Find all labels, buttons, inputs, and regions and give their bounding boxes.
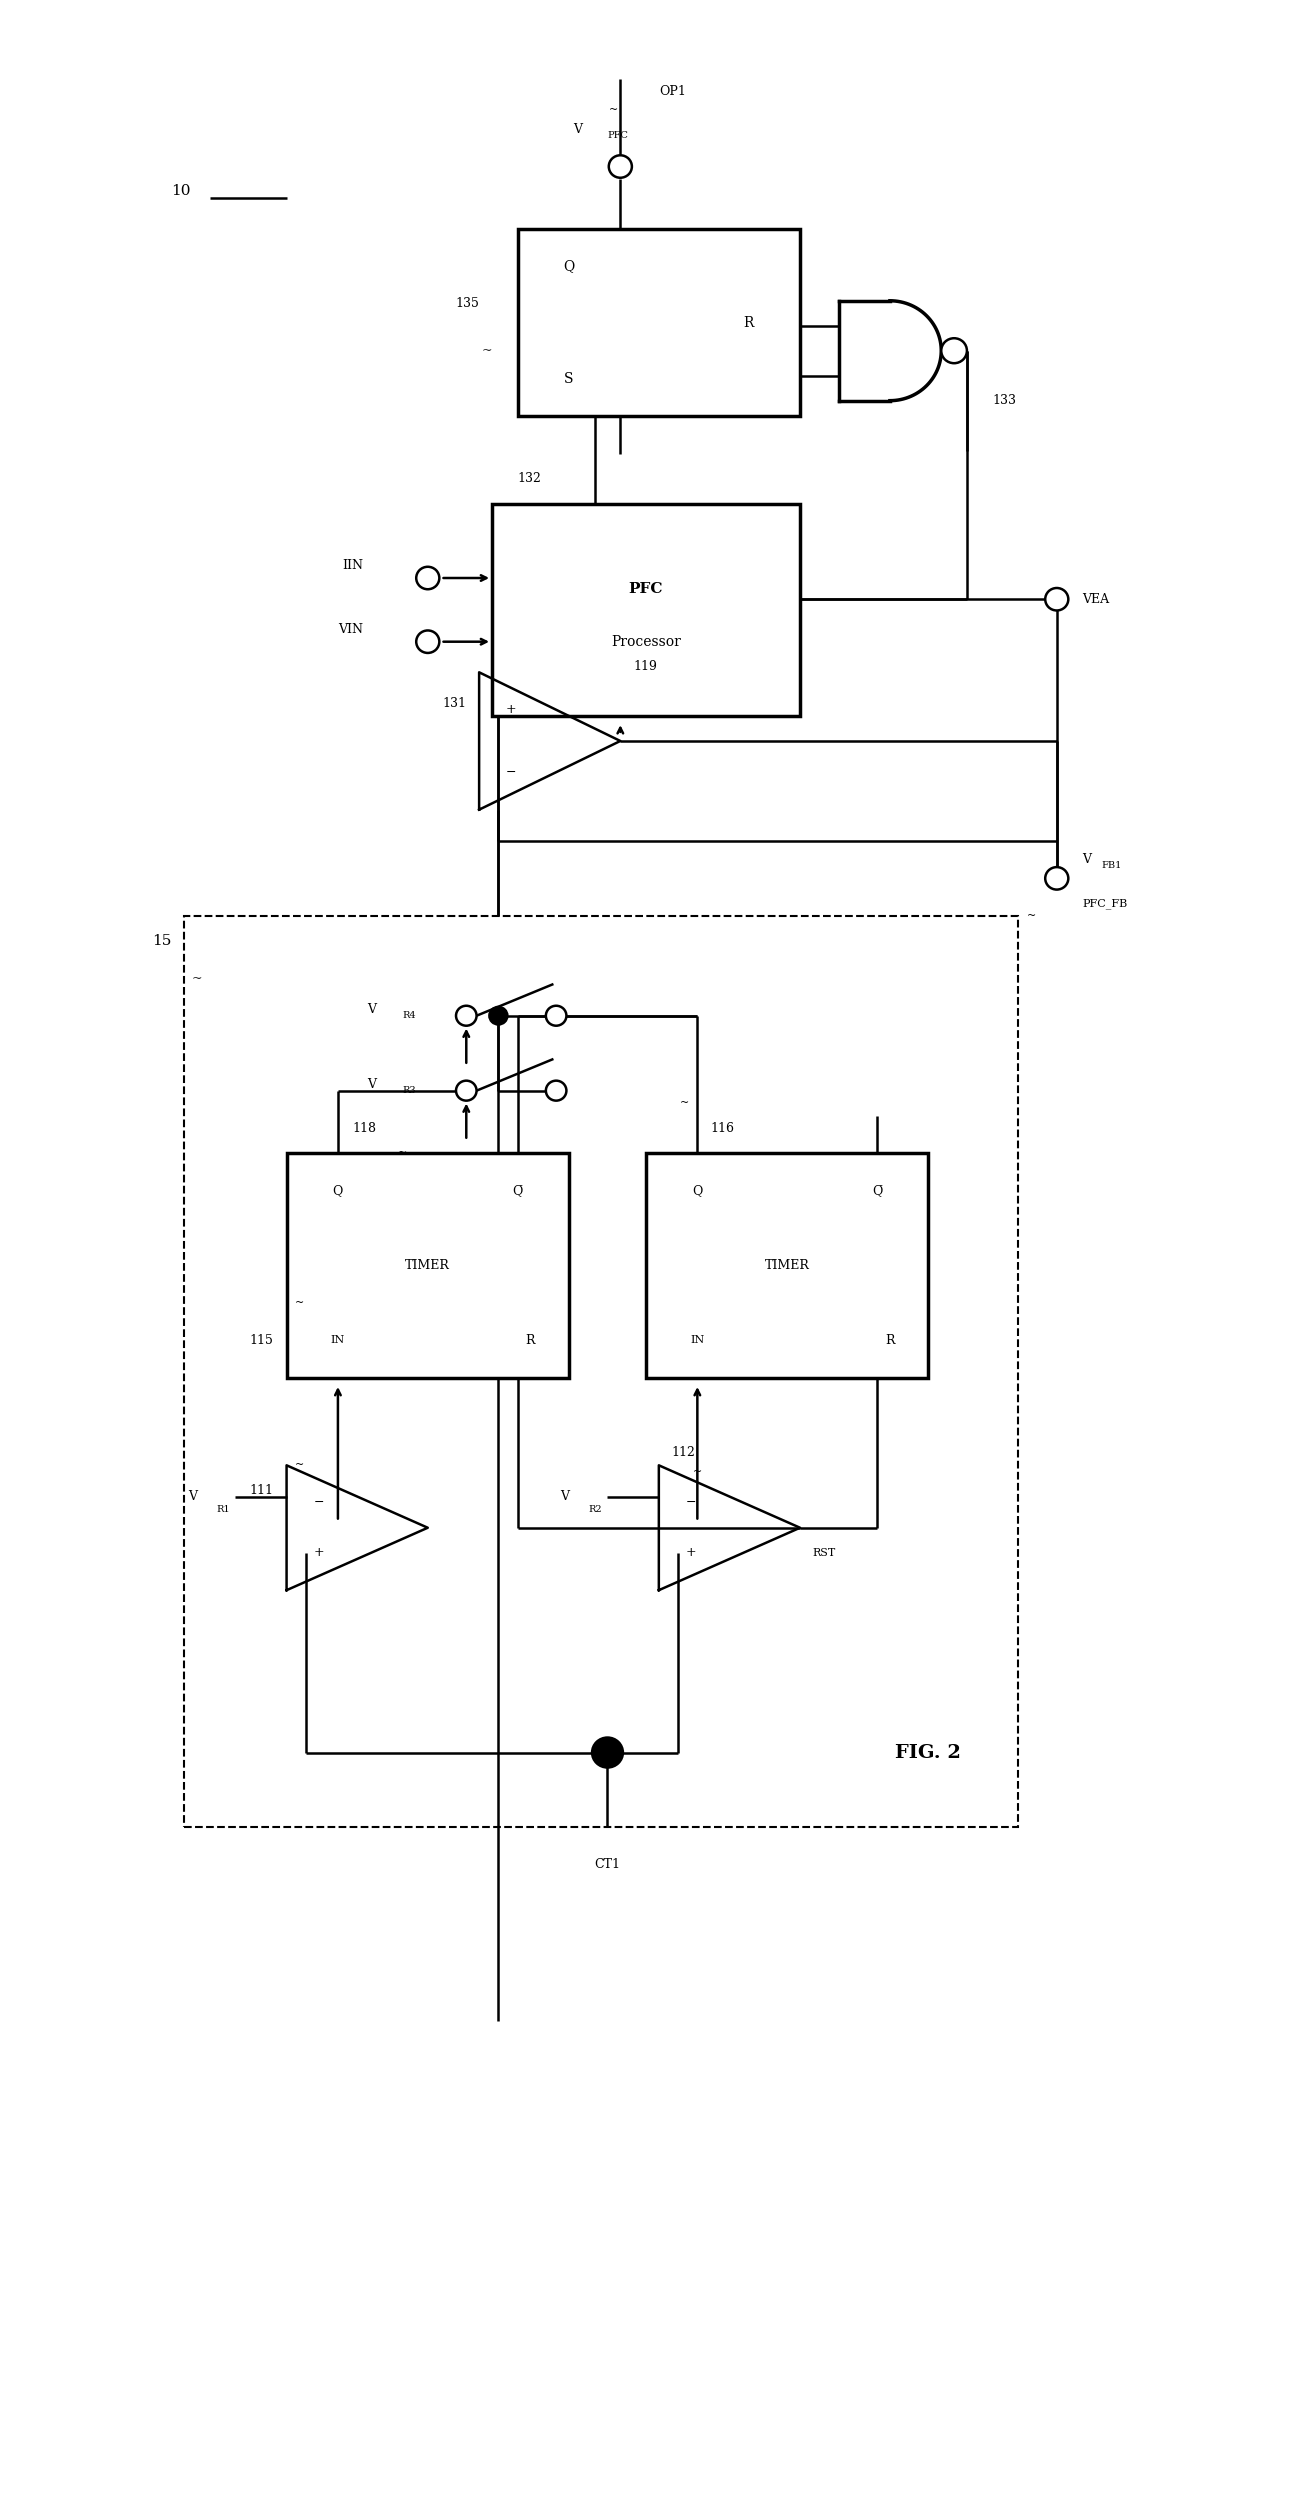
Text: V: V bbox=[559, 1491, 568, 1504]
Text: S: S bbox=[565, 371, 574, 386]
Circle shape bbox=[592, 1737, 623, 1767]
Circle shape bbox=[416, 566, 439, 589]
Text: R: R bbox=[526, 1333, 535, 1346]
Text: ~: ~ bbox=[295, 1298, 304, 1308]
Circle shape bbox=[1045, 589, 1068, 611]
Text: Q: Q bbox=[333, 1183, 344, 1198]
Text: 112: 112 bbox=[672, 1446, 695, 1458]
Bar bbox=[492, 504, 800, 717]
Text: R2: R2 bbox=[588, 1504, 602, 1514]
Circle shape bbox=[942, 338, 966, 363]
Text: 111: 111 bbox=[249, 1484, 274, 1496]
Text: TIMER: TIMER bbox=[765, 1258, 810, 1273]
Text: 116: 116 bbox=[711, 1123, 734, 1135]
Bar bbox=[183, 915, 1018, 1827]
Text: ~: ~ bbox=[693, 1466, 702, 1476]
Text: ~: ~ bbox=[610, 105, 619, 115]
Text: Q̅: Q̅ bbox=[872, 1183, 882, 1198]
Text: V: V bbox=[1083, 852, 1092, 867]
Text: Q: Q bbox=[693, 1183, 703, 1198]
Text: Q̅: Q̅ bbox=[513, 1183, 523, 1198]
Text: V: V bbox=[367, 1078, 376, 1090]
Bar bbox=[287, 1153, 568, 1378]
Text: V: V bbox=[572, 123, 581, 135]
Text: TIMER: TIMER bbox=[406, 1258, 450, 1273]
Text: OP1: OP1 bbox=[659, 85, 686, 98]
Text: 10: 10 bbox=[171, 185, 190, 198]
Text: RST: RST bbox=[813, 1549, 836, 1559]
Text: PFC: PFC bbox=[607, 130, 628, 140]
Text: IIN: IIN bbox=[342, 559, 363, 571]
Text: 135: 135 bbox=[455, 298, 479, 311]
Text: +: + bbox=[506, 704, 517, 717]
Text: VEA: VEA bbox=[1083, 594, 1110, 606]
Text: 131: 131 bbox=[442, 697, 466, 709]
Text: V: V bbox=[367, 1002, 376, 1015]
Text: +: + bbox=[686, 1546, 696, 1559]
Circle shape bbox=[609, 155, 632, 178]
Text: FIG. 2: FIG. 2 bbox=[895, 1744, 961, 1762]
Text: Processor: Processor bbox=[611, 634, 681, 649]
Text: R3: R3 bbox=[402, 1085, 416, 1095]
Circle shape bbox=[456, 1080, 477, 1100]
Text: PFC_FB: PFC_FB bbox=[1083, 897, 1128, 910]
Text: ~: ~ bbox=[398, 1148, 407, 1158]
Text: IN: IN bbox=[331, 1336, 345, 1346]
Text: ~: ~ bbox=[680, 1098, 689, 1108]
Text: 118: 118 bbox=[353, 1123, 376, 1135]
Text: V: V bbox=[187, 1491, 196, 1504]
Text: R4: R4 bbox=[402, 1012, 416, 1020]
Circle shape bbox=[416, 632, 439, 654]
Text: −: − bbox=[506, 767, 517, 779]
Text: −: − bbox=[686, 1496, 696, 1509]
Circle shape bbox=[1045, 867, 1068, 890]
Text: 115: 115 bbox=[249, 1333, 274, 1346]
Text: 132: 132 bbox=[518, 471, 541, 486]
Text: IN: IN bbox=[690, 1336, 704, 1346]
Text: R: R bbox=[743, 316, 753, 331]
Text: ~: ~ bbox=[295, 1461, 304, 1471]
Text: +: + bbox=[314, 1546, 324, 1559]
Text: ~: ~ bbox=[191, 972, 202, 985]
Bar bbox=[646, 1153, 929, 1378]
Text: ~: ~ bbox=[482, 343, 492, 358]
Text: R1: R1 bbox=[216, 1504, 230, 1514]
Circle shape bbox=[490, 1007, 508, 1025]
Bar bbox=[518, 228, 800, 416]
Text: 119: 119 bbox=[633, 659, 658, 672]
Circle shape bbox=[547, 1005, 566, 1025]
Text: 15: 15 bbox=[151, 935, 171, 947]
Text: VIN: VIN bbox=[339, 621, 363, 637]
Circle shape bbox=[456, 1005, 477, 1025]
Text: R: R bbox=[885, 1333, 894, 1346]
Circle shape bbox=[547, 1080, 566, 1100]
Text: −: − bbox=[314, 1496, 324, 1509]
Text: PFC: PFC bbox=[629, 581, 663, 596]
Text: 133: 133 bbox=[992, 393, 1017, 406]
Text: CT1: CT1 bbox=[594, 1859, 620, 1872]
Text: Q: Q bbox=[563, 261, 575, 273]
Text: FB1: FB1 bbox=[1102, 862, 1121, 870]
Text: ~: ~ bbox=[1026, 910, 1036, 920]
